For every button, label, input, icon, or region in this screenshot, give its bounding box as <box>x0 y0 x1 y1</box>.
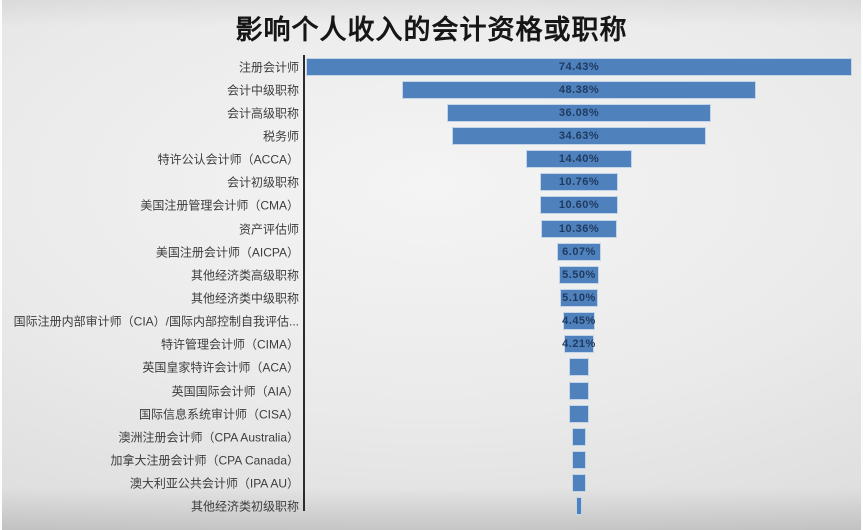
category-label: 英国皇家特许会计师（ACA） <box>142 360 299 375</box>
bar: 74.43% <box>306 57 852 76</box>
category-label: 税务师 <box>262 129 299 144</box>
bar-value-label: 14.40% <box>558 153 600 166</box>
bar: 34.63% <box>451 126 706 145</box>
bar <box>568 358 590 377</box>
chart-row: 税务师 34.63% <box>2 124 861 147</box>
bar: 4.21% <box>562 335 596 354</box>
category-label: 特许公认会计师（ACCA） <box>157 152 299 167</box>
category-label: 澳大利亚公共会计师（IPA AU） <box>129 476 299 491</box>
bar <box>569 381 589 400</box>
bar <box>572 450 586 469</box>
category-label: 国际注册内部审计师（CIA）/国际内部控制自我评估... <box>13 314 299 329</box>
bar-value-label: 10.36% <box>558 222 600 235</box>
category-label: 其他经济类高级职称 <box>190 268 299 283</box>
bar: 5.50% <box>558 265 600 284</box>
chart-row: 国际信息系统审计师（CISA） <box>2 402 861 425</box>
category-label: 资产评估师 <box>238 222 299 237</box>
bar: 10.60% <box>540 196 618 215</box>
funnel-bar-chart: 注册会计师 74.43% 会计中级职称 48.38% 会计高级职称 36.08% 税务师 34… <box>2 55 861 520</box>
chart-row: 特许公认会计师（ACCA） 14.40% <box>2 148 861 171</box>
bar-value-label: 6.07% <box>562 245 596 258</box>
chart-row: 澳洲注册会计师（CPA Australia） <box>2 425 861 448</box>
bar-value-label: 36.08% <box>558 106 600 119</box>
bar-value-label: 10.76% <box>558 176 600 189</box>
bar: 36.08% <box>446 103 712 122</box>
category-axis-line <box>303 55 305 511</box>
chart-row: 注册会计师 74.43% <box>2 55 861 78</box>
bar: 5.10% <box>560 288 598 307</box>
bar-value-label: 4.21% <box>562 338 596 351</box>
chart-row: 其他经济类初级职称 <box>2 495 861 518</box>
chart-row: 会计初级职称 10.76% <box>2 171 861 194</box>
bar: 10.36% <box>541 219 617 238</box>
bar: 10.76% <box>539 173 619 192</box>
chart-row: 美国注册会计师（AICPA） 6.07% <box>2 240 861 263</box>
category-label: 其他经济类初级职称 <box>190 499 299 514</box>
bar-value-label: 5.50% <box>562 268 596 281</box>
chart-row: 国际注册内部审计师（CIA）/国际内部控制自我评估... 4.45% <box>2 310 861 333</box>
category-label: 注册会计师 <box>238 60 299 75</box>
chart-row: 资产评估师 10.36% <box>2 217 861 240</box>
bar-value-label: 48.38% <box>558 83 600 96</box>
chart-rows: 注册会计师 74.43% 会计中级职称 48.38% 会计高级职称 36.08% 税务师 34… <box>2 55 861 518</box>
chart-row: 澳大利亚公共会计师（IPA AU） <box>2 472 861 495</box>
category-label: 会计高级职称 <box>226 106 299 121</box>
category-label: 美国注册会计师（AICPA） <box>155 245 299 260</box>
bar: 6.07% <box>556 242 602 261</box>
chart-row: 特许管理会计师（CIMA） 4.21% <box>2 333 861 356</box>
bar-value-label: 34.63% <box>558 129 600 142</box>
chart-row: 英国皇家特许会计师（ACA） <box>2 356 861 379</box>
bar <box>575 497 583 516</box>
category-label: 加拿大注册会计师（CPA Canada） <box>110 453 300 468</box>
category-label: 美国注册管理会计师（CMA） <box>140 198 299 213</box>
chart-row: 其他经济类中级职称 5.10% <box>2 286 861 309</box>
chart-title: 影响个人收入的会计资格或职称 <box>235 15 628 45</box>
bar <box>572 427 586 446</box>
bar <box>569 404 589 423</box>
chart-row: 会计高级职称 36.08% <box>2 101 861 124</box>
chart-row: 会计中级职称 48.38% <box>2 78 861 101</box>
category-label: 澳洲注册会计师（CPA Australia） <box>118 430 299 445</box>
chart-row: 其他经济类高级职称 5.50% <box>2 263 861 286</box>
category-label: 会计中级职称 <box>226 83 299 98</box>
bar <box>572 474 586 493</box>
bar-value-label: 4.45% <box>562 315 596 328</box>
category-label: 其他经济类中级职称 <box>190 291 299 306</box>
bar-value-label: 5.10% <box>562 291 596 304</box>
category-label: 国际信息系统审计师（CISA） <box>138 407 299 422</box>
bar: 48.38% <box>401 80 757 99</box>
chart-row: 加拿大注册会计师（CPA Canada） <box>2 448 861 471</box>
bar-value-label: 74.43% <box>558 60 600 73</box>
category-label: 特许管理会计师（CIMA） <box>160 337 299 352</box>
chart-row: 美国注册管理会计师（CMA） 10.60% <box>2 194 861 217</box>
bar: 14.40% <box>526 150 632 169</box>
category-label: 会计初级职称 <box>226 175 299 190</box>
chart-row: 英国国际会计师（AIA） <box>2 379 861 402</box>
category-label: 英国国际会计师（AIA） <box>171 384 299 399</box>
bar-value-label: 10.60% <box>558 199 600 212</box>
bar: 4.45% <box>562 312 596 331</box>
